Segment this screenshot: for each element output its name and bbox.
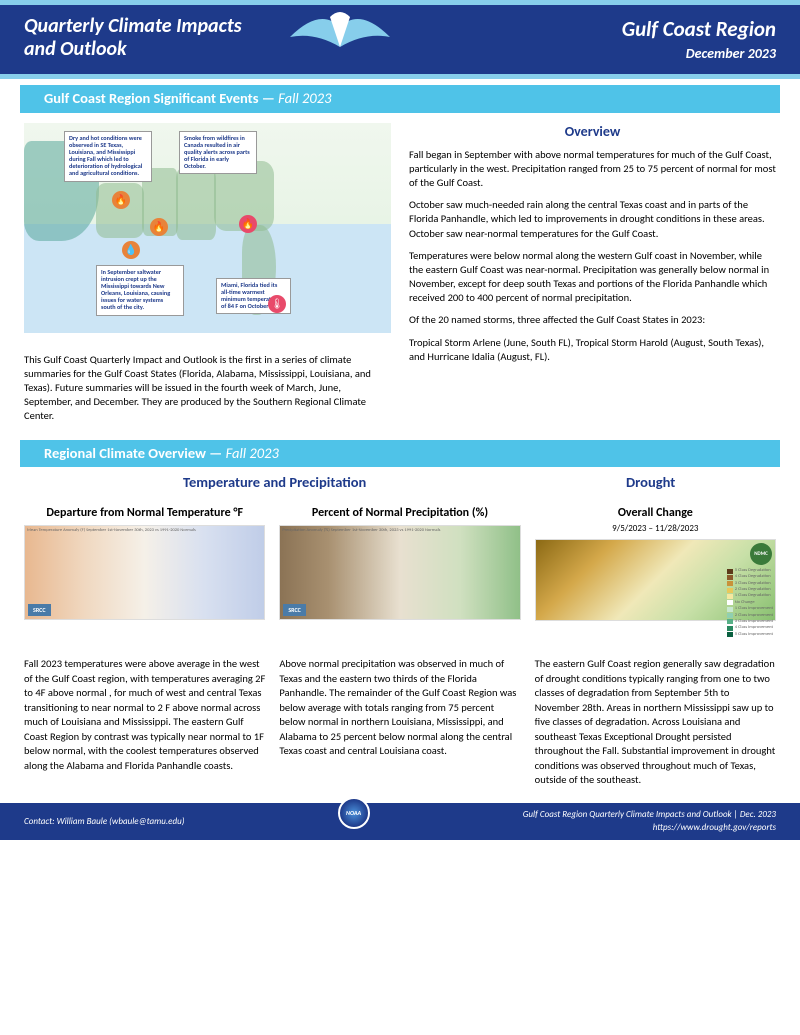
map-column: Dry and hot conditions were observed in … [24,123,391,424]
intro-paragraph: This Gulf Coast Quarterly Impact and Out… [24,353,391,424]
overview-p4: Of the 20 named storms, three affected t… [409,313,776,327]
temp-precip-heading: Temperature and Precipitation [24,473,525,493]
footer-doc-title: Gulf Coast Region Quarterly Climate Impa… [523,809,776,821]
ndmc-badge: NDMC [750,543,772,565]
callout-dry: Dry and hot conditions were observed in … [64,131,152,182]
body-text-row: Fall 2023 temperatures were above averag… [0,651,800,793]
section1-content: Dry and hot conditions were observed in … [0,113,800,434]
title-line2: and Outlook [24,37,127,61]
precip-anomaly-map: Precipitation Anomaly (%) September 1st-… [279,525,520,620]
drought-change-map: NDMC 5 Class Degradation4 Class Degradat… [535,539,776,621]
title-line1: Quarterly Climate Impacts [24,14,242,38]
section1-season: Fall 2023 [278,89,331,107]
drought-heading: Drought [525,473,776,493]
section2-title: Regional Climate Overview — [44,444,222,462]
bird-icon [280,2,400,52]
callout-smoke: Smoke from wildfires in Canada resulted … [179,131,257,175]
precip-column: Percent of Normal Precipitation (%) Prec… [279,505,520,631]
events-map: Dry and hot conditions were observed in … [24,123,391,343]
srcc-badge: SRCC [283,604,306,616]
section2-bar: Regional Climate Overview — Fall 2023 [20,440,780,468]
region-name: Gulf Coast Region [622,15,776,43]
thermometer-icon: 🌡 [268,295,286,313]
temp-column: Departure from Normal Temperature °F Mea… [24,505,265,631]
drought-column: Overall Change 9/5/2023 – 11/28/2023 NDM… [535,505,776,631]
tp-header-row: Temperature and Precipitation Drought [0,467,800,499]
overview-p1: Fall began in September with above norma… [409,148,776,191]
issue-date: December 2023 [622,45,776,64]
footer-right: Gulf Coast Region Quarterly Climate Impa… [523,809,776,833]
temp-map-caption: Mean Temperature Anomaly (F) September 1… [27,528,196,534]
drought-legend: 5 Class Degradation4 Class Degradation3 … [727,568,773,638]
flame-icon: 🔥 [150,218,168,236]
footer-url: https://www.drought.gov/reports [523,822,776,834]
footer-bar: Contact: William Baule (wbaule@tamu.edu)… [0,803,800,839]
overview-p2: October saw much-needed rain along the c… [409,198,776,241]
section2-season: Fall 2023 [226,444,279,462]
precip-subtitle: Percent of Normal Precipitation (%) [279,505,520,521]
drought-subtitle: Overall Change [535,505,776,521]
state-al [176,168,216,240]
header-bar: Quarterly Climate Impacts and Outlook Gu… [0,0,800,79]
overview-p3: Temperatures were below normal along the… [409,249,776,306]
callout-saltwater: In September saltwater intrusion crept u… [96,265,184,316]
title-left: Quarterly Climate Impacts and Outlook [24,15,242,61]
section1-title: Gulf Coast Region Significant Events — [44,89,275,107]
precip-body-text: Above normal precipitation was observed … [279,657,520,787]
srcc-badge: SRCC [28,604,51,616]
flame-icon: 🔥 [239,215,257,233]
overview-p5: Tropical Storm Arlene (June, South FL), … [409,336,776,364]
maps-row: Departure from Normal Temperature °F Mea… [0,499,800,637]
precip-map-caption: Precipitation Anomaly (%) September 1st-… [282,528,440,534]
noaa-logo-icon: NOAA [338,797,370,829]
title-right: Gulf Coast Region December 2023 [622,15,776,64]
footer-contact: Contact: William Baule (wbaule@tamu.edu) [24,816,184,828]
water-icon: 💧 [122,241,140,259]
temp-body-text: Fall 2023 temperatures were above averag… [24,657,265,787]
drought-body-text: The eastern Gulf Coast region generally … [535,657,776,787]
section1-bar: Gulf Coast Region Significant Events — F… [20,85,780,113]
overview-heading: Overview [409,123,776,142]
temp-anomaly-map: Mean Temperature Anomaly (F) September 1… [24,525,265,620]
drought-dates: 9/5/2023 – 11/28/2023 [535,523,776,535]
flame-icon: 🔥 [112,191,130,209]
overview-column: Overview Fall began in September with ab… [409,123,776,424]
temp-subtitle: Departure from Normal Temperature °F [24,505,265,521]
